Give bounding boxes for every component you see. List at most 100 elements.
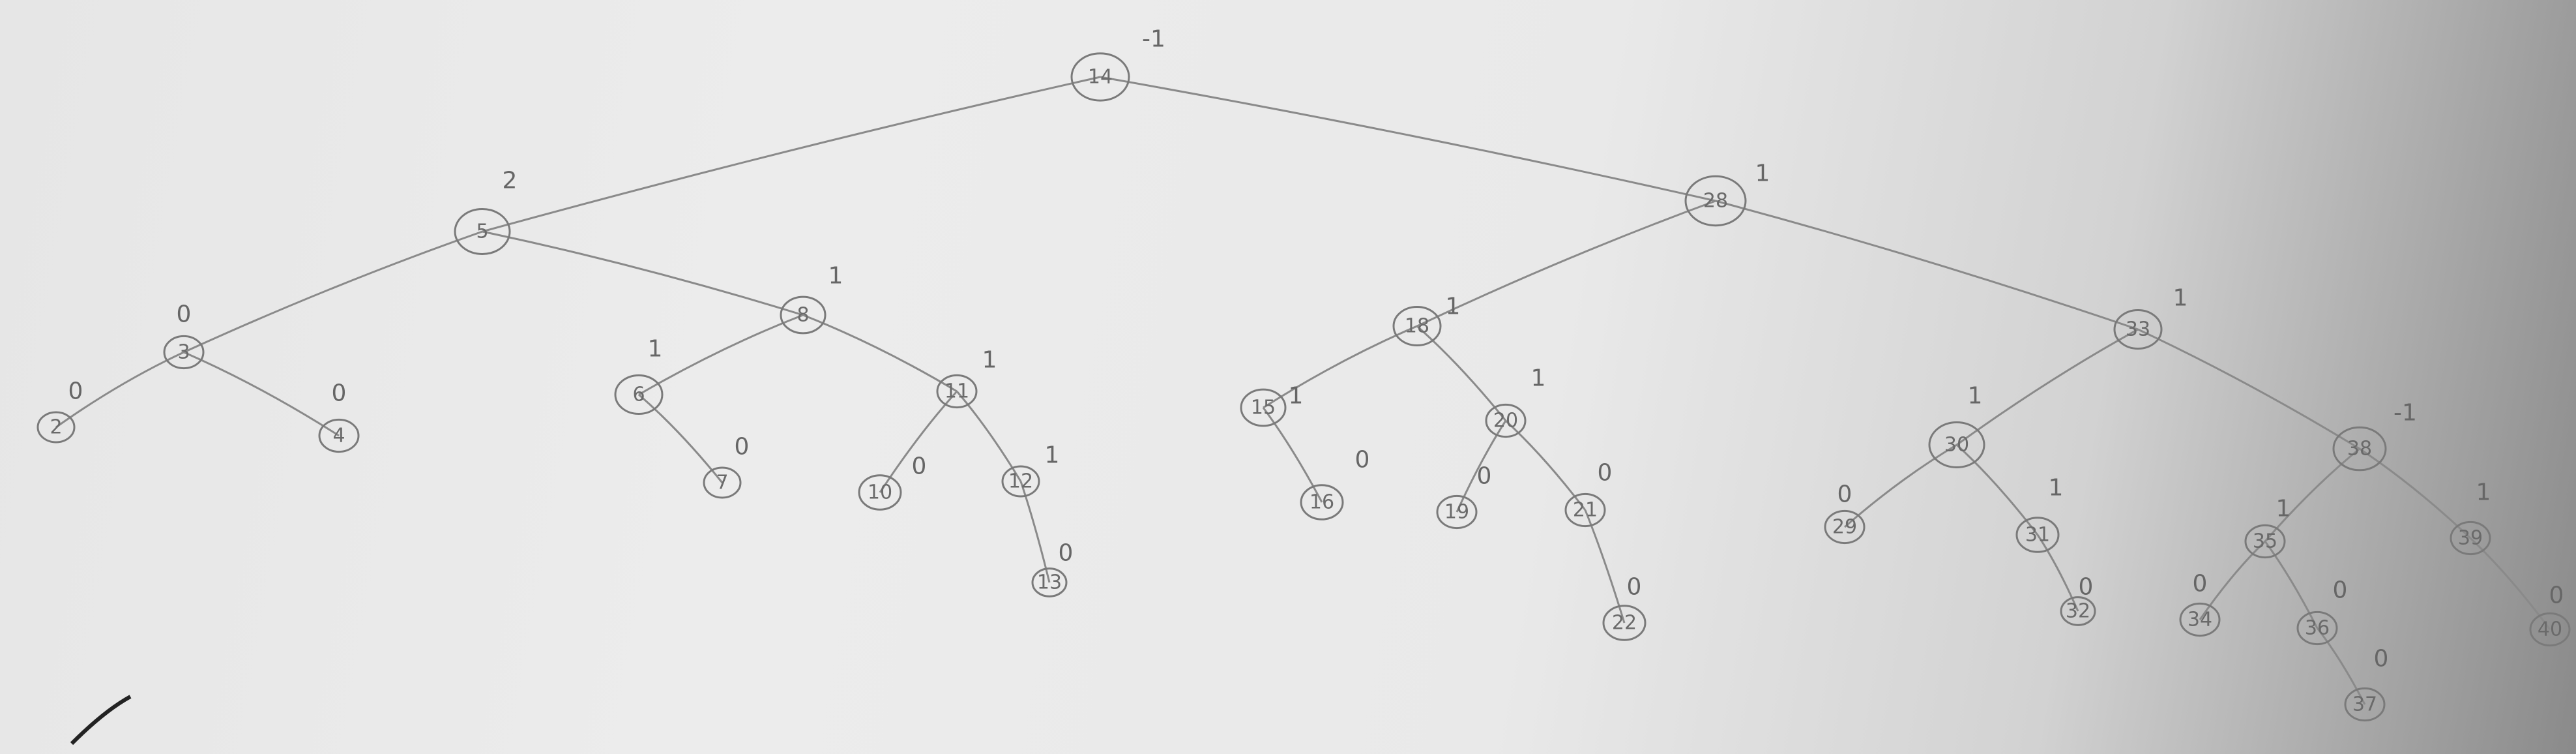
node-key: 35 bbox=[2253, 530, 2277, 553]
tree-edge bbox=[1956, 328, 2139, 446]
node-circle bbox=[1392, 305, 1442, 347]
tree-node: 30 bbox=[163, 301, 205, 370]
node-circle bbox=[37, 411, 76, 444]
balance-factor: 1 bbox=[1531, 365, 1546, 392]
tree-node: 28 1 bbox=[1684, 160, 1770, 227]
node-key: 10 bbox=[868, 481, 892, 504]
node-key: 4 bbox=[332, 425, 345, 447]
node-circle bbox=[318, 418, 360, 453]
tree-edge bbox=[638, 314, 804, 396]
tree-node: 111 bbox=[936, 347, 997, 409]
node-circle bbox=[1300, 484, 1344, 520]
node-circle bbox=[1485, 403, 1527, 438]
tree-node: 400 bbox=[2529, 582, 2571, 647]
balance-factor: 0 bbox=[68, 378, 83, 405]
node-circle bbox=[2179, 602, 2221, 637]
node-key: 21 bbox=[1573, 499, 1598, 522]
node-circle bbox=[1564, 492, 1606, 528]
tree-edge bbox=[2469, 537, 2551, 630]
balance-factor: 0 bbox=[1355, 447, 1370, 474]
node-key: 5 bbox=[476, 220, 488, 243]
balance-factor: 1 bbox=[982, 347, 997, 374]
node-key: 11 bbox=[944, 380, 969, 403]
tree-edge bbox=[2036, 534, 2079, 612]
balance-factor: 0 bbox=[177, 301, 192, 328]
balance-factor: 0 bbox=[1837, 481, 1852, 508]
tree-edge bbox=[1416, 200, 1716, 327]
node-circle bbox=[614, 374, 664, 415]
tree-node: 70 bbox=[703, 434, 750, 499]
node-circle bbox=[1070, 52, 1130, 102]
balance-factor: 1 bbox=[2276, 496, 2291, 522]
balance-factor: 1 bbox=[2049, 475, 2064, 502]
node-key: 6 bbox=[632, 384, 645, 406]
node-circle bbox=[2244, 524, 2286, 559]
balance-factor: 1 bbox=[1289, 383, 1304, 410]
tree-edge bbox=[802, 314, 958, 393]
tree-node: 360 bbox=[2296, 577, 2348, 646]
tree-node: 37 0 bbox=[2344, 646, 2389, 722]
tree-edge bbox=[638, 393, 724, 483]
node-circle bbox=[936, 374, 978, 409]
tree-edge bbox=[1844, 444, 1957, 528]
node-circle bbox=[2296, 611, 2338, 646]
tree-edge bbox=[2137, 328, 2360, 450]
tree-node: 16 0 bbox=[1300, 447, 1370, 520]
tree-node: 38 -1 bbox=[2332, 400, 2417, 472]
tree-node: 33 1 bbox=[2113, 285, 2188, 350]
tree-node: 130 bbox=[1031, 540, 1074, 597]
tree-node: 81 bbox=[780, 263, 843, 335]
tree-edge bbox=[1263, 325, 1418, 409]
tree-node: 220 bbox=[1602, 574, 1647, 641]
tree-edge bbox=[1262, 407, 1323, 503]
node-circle bbox=[1436, 494, 1478, 530]
balance-factor: 0 bbox=[2333, 577, 2348, 604]
tree-node: 31 1 bbox=[2015, 475, 2064, 553]
node-key: 36 bbox=[2305, 617, 2330, 640]
node-key: 20 bbox=[1493, 410, 1518, 432]
node-key: 33 bbox=[2126, 318, 2150, 341]
node-key: 39 bbox=[2458, 527, 2483, 550]
tree-edge bbox=[879, 390, 958, 493]
node-circle bbox=[2450, 520, 2491, 556]
node-circle bbox=[1240, 388, 1287, 427]
balance-factor: 1 bbox=[648, 336, 663, 363]
node-key: 13 bbox=[1037, 571, 1062, 594]
tree-node: 14 -1 bbox=[1070, 26, 1165, 102]
balance-factor: 0 bbox=[1598, 460, 1613, 487]
balance-factor: 0 bbox=[332, 380, 347, 407]
node-circle bbox=[2332, 426, 2387, 472]
tree-edge bbox=[183, 230, 483, 354]
tree-node: 20 bbox=[37, 378, 83, 444]
tree-node: 30 1 bbox=[1928, 383, 1985, 468]
balance-factor: 0 bbox=[2374, 646, 2389, 672]
node-circle bbox=[2015, 517, 2060, 553]
node-key: 18 bbox=[1405, 315, 1429, 338]
tree-node: 52 bbox=[454, 168, 518, 255]
node-key: 34 bbox=[2188, 609, 2212, 631]
node-key: 37 bbox=[2352, 693, 2377, 716]
balance-factor: 2 bbox=[503, 168, 518, 194]
balance-factor: 0 bbox=[735, 434, 750, 460]
node-key: 14 bbox=[1088, 66, 1113, 89]
tree-node: 351 bbox=[2244, 496, 2291, 559]
tree-edge bbox=[1715, 200, 2139, 331]
node-key: 15 bbox=[1251, 397, 1276, 419]
tree-edge bbox=[1584, 509, 1626, 624]
node-circle bbox=[1928, 421, 1985, 468]
node-circle bbox=[454, 208, 511, 255]
node-circle bbox=[2529, 612, 2571, 647]
tree-edge bbox=[956, 391, 1022, 482]
node-key: 19 bbox=[1444, 501, 1469, 524]
balance-factor: 0 bbox=[2549, 582, 2564, 609]
node-circle bbox=[1824, 509, 1866, 545]
balance-factor: 0 bbox=[1059, 540, 1074, 567]
balance-factor: 0 bbox=[2193, 571, 2208, 597]
tree-edge bbox=[482, 230, 804, 316]
node-circle bbox=[1602, 605, 1647, 641]
node-circle bbox=[780, 295, 827, 335]
tree-node: 40 bbox=[318, 380, 360, 453]
balance-factor: 0 bbox=[2079, 574, 2094, 601]
balance-factor: 1 bbox=[1968, 383, 1983, 410]
